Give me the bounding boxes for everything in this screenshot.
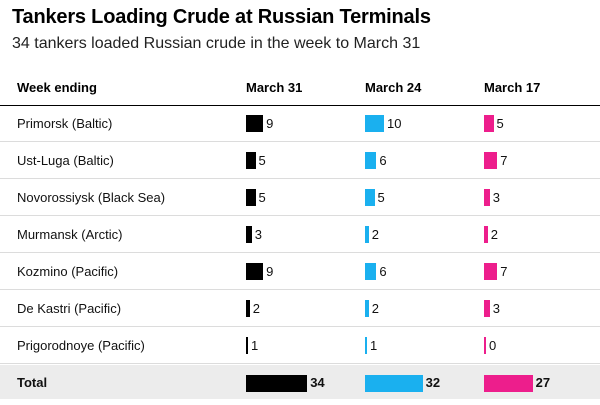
value-label-march-31: 2 <box>252 301 261 316</box>
value-label-march-17: 2 <box>490 227 499 242</box>
value-label-march-17: 3 <box>492 301 500 316</box>
bar-march-17 <box>484 152 498 169</box>
bar-march-17 <box>484 226 488 243</box>
bar-march-31 <box>246 375 308 392</box>
value-label-march-24: 2 <box>371 301 380 316</box>
value-label-march-31: 9 <box>266 264 274 279</box>
terminal-label: Murmansk (Arctic) <box>17 227 123 242</box>
table-row: Novorossiysk (Black Sea) 5 5 3 <box>0 180 600 216</box>
table-row: De Kastri (Pacific) 2 2 3 <box>0 291 600 327</box>
bar-march-24 <box>365 375 423 392</box>
value-label-march-24: 2 <box>371 227 380 242</box>
row-header-label: Week ending <box>17 80 97 95</box>
column-header-march-17: March 17 <box>484 80 541 95</box>
value-label-march-24: 6 <box>379 264 387 279</box>
bar-march-17 <box>484 375 533 392</box>
total-row: Total 34 32 27 <box>0 365 600 399</box>
bar-march-17 <box>484 115 494 132</box>
bar-march-24 <box>365 263 377 280</box>
bar-march-17 <box>484 337 486 354</box>
column-header-march-24: March 24 <box>365 80 422 95</box>
bar-march-31 <box>246 152 256 169</box>
value-label-march-31: 3 <box>254 227 262 242</box>
terminal-label: Prigorodnoye (Pacific) <box>17 338 145 353</box>
terminal-label: Primorsk (Baltic) <box>17 116 113 131</box>
value-label-march-31: 5 <box>258 153 266 168</box>
bar-march-17 <box>484 263 498 280</box>
value-label-march-24: 6 <box>379 153 387 168</box>
value-label-march-31: 9 <box>266 116 274 131</box>
bar-march-17 <box>484 189 490 206</box>
bar-march-31 <box>246 337 248 354</box>
bar-march-24 <box>365 115 384 132</box>
table-header: Week ending March 31 March 24 March 17 <box>0 70 600 106</box>
value-label-march-31: 34 <box>310 375 325 390</box>
total-label: Total <box>17 375 48 390</box>
value-label-march-17: 5 <box>496 116 504 131</box>
value-label-march-24: 32 <box>425 375 441 390</box>
bar-march-31 <box>246 115 264 132</box>
terminal-label: De Kastri (Pacific) <box>17 301 122 316</box>
terminal-label: Ust-Luga (Baltic) <box>17 153 114 168</box>
table-row: Kozmino (Pacific) 9 6 7 <box>0 254 600 290</box>
table-row: Ust-Luga (Baltic) 5 6 7 <box>0 143 600 179</box>
bar-march-24 <box>365 152 377 169</box>
bar-march-24 <box>365 300 369 317</box>
value-label-march-31: 1 <box>251 338 259 353</box>
bar-march-31 <box>246 263 264 280</box>
value-label-march-17: 27 <box>535 375 551 390</box>
bar-march-24 <box>365 337 367 354</box>
value-label-march-24: 5 <box>377 190 385 205</box>
value-label-march-17: 3 <box>492 190 500 205</box>
table-row: Prigorodnoye (Pacific) 1 1 0 <box>0 328 600 364</box>
value-label-march-17: 7 <box>500 264 508 279</box>
terminal-label: Kozmino (Pacific) <box>17 264 119 279</box>
table-row: Murmansk (Arctic) 3 2 2 <box>0 217 600 253</box>
bar-march-31 <box>246 226 252 243</box>
bar-march-31 <box>246 300 250 317</box>
column-header-march-31: March 31 <box>246 80 303 95</box>
table-row: Primorsk (Baltic) 9 10 5 <box>0 106 600 142</box>
bar-march-24 <box>365 189 375 206</box>
terminal-label: Novorossiysk (Black Sea) <box>17 190 166 205</box>
value-label-march-17: 0 <box>489 338 497 353</box>
bar-march-17 <box>484 300 490 317</box>
bar-march-24 <box>365 226 369 243</box>
value-label-march-24: 10 <box>387 116 402 131</box>
chart-title: Tankers Loading Crude at Russian Termina… <box>12 6 431 28</box>
chart-subtitle: 34 tankers loaded Russian crude in the w… <box>12 35 421 52</box>
value-label-march-31: 5 <box>258 190 266 205</box>
bar-march-31 <box>246 189 256 206</box>
value-label-march-24: 1 <box>370 338 378 353</box>
value-label-march-17: 7 <box>500 153 508 168</box>
